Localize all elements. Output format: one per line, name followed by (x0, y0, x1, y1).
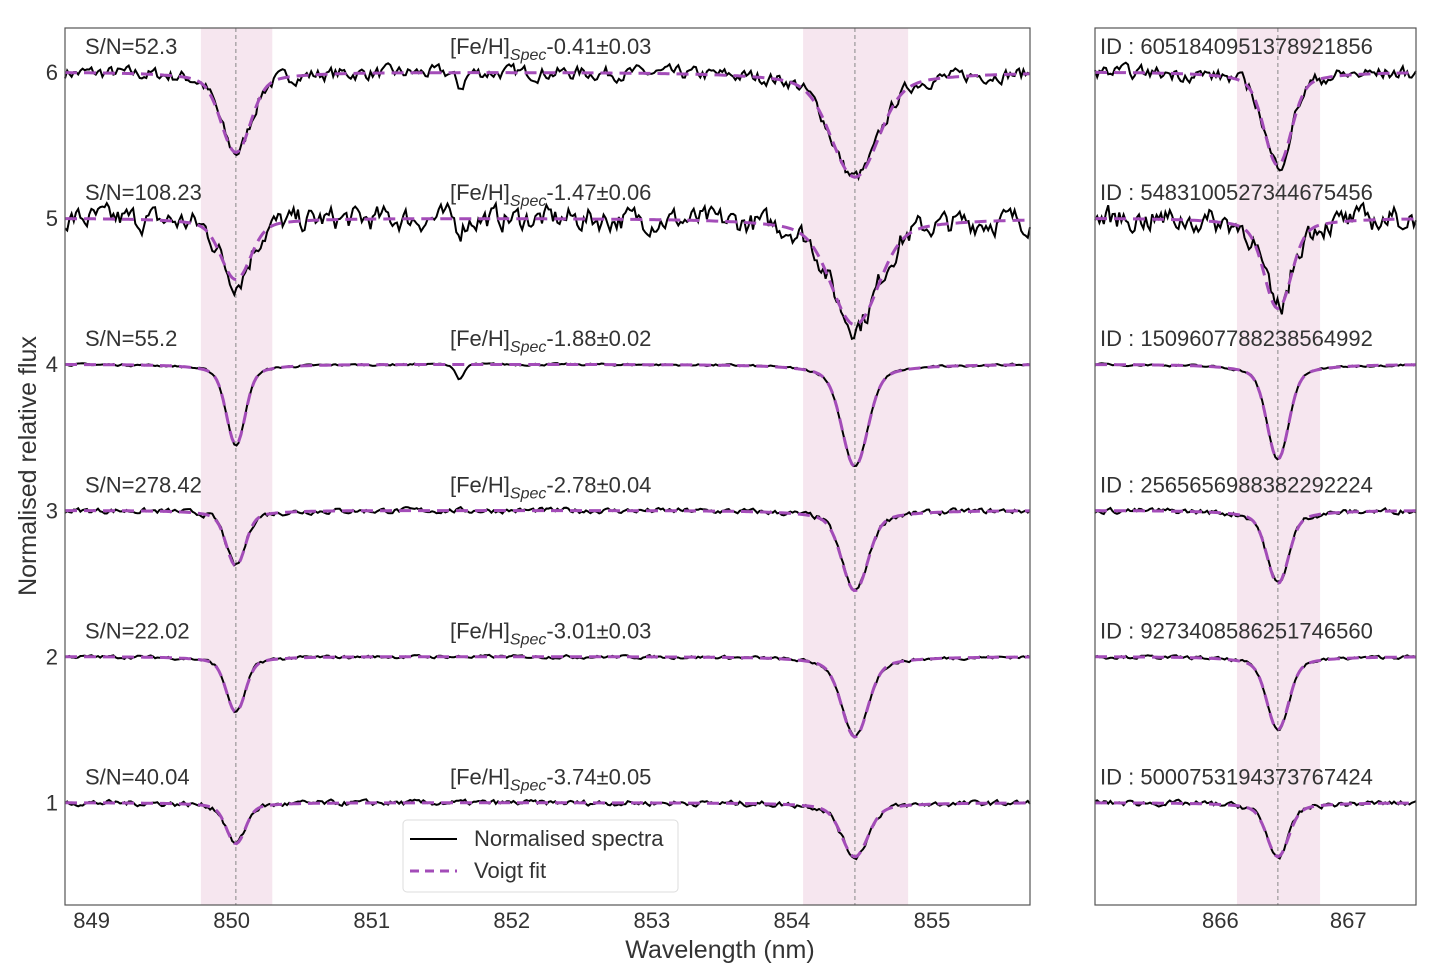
voigt-fit-line (65, 801, 1030, 859)
feh-label: [Fe/H]Spec-3.01±0.03 (450, 619, 651, 649)
left-panel: S/N=52.3 [Fe/H]Spec-0.41±0.03S/N=108.23 [F… (46, 27, 1031, 933)
feh-value: -3.01±0.03 (546, 619, 651, 644)
y-tick-label: 4 (46, 352, 58, 377)
y-tick-label: 2 (46, 645, 58, 670)
snr-label: S/N=55.2 (85, 326, 177, 351)
y-tick-label: 3 (46, 498, 58, 523)
snr-label: S/N=108.23 (85, 180, 202, 205)
feh-subscript: Spec (510, 47, 546, 64)
x-tick-label: 849 (73, 908, 110, 933)
feh-subscript: Spec (510, 632, 546, 649)
feh-prefix: [Fe/H] (450, 326, 510, 351)
feh-value: -1.47±0.06 (546, 180, 651, 205)
x-tick-label: 852 (493, 908, 530, 933)
x-tick-label: 853 (633, 908, 670, 933)
spectrum-line (1094, 362, 1417, 461)
line-region-band (1236, 28, 1321, 905)
snr-label: S/N=52.3 (85, 34, 177, 59)
y-axis-label: Normalised relative flux (14, 336, 42, 596)
snr-label: S/N=40.04 (85, 765, 190, 790)
voigt-fit-line (65, 509, 1031, 593)
right-panel: ID : 6051840951378921856 ID : 54831005273… (1094, 27, 1417, 933)
star-id-label: ID : 2565656988382292224 (1100, 472, 1373, 497)
y-tick-label: 6 (46, 60, 58, 85)
feh-value: -0.41±0.03 (546, 34, 651, 59)
x-tick-label: 855 (914, 908, 951, 933)
line-region-band (200, 28, 273, 905)
legend-box (402, 819, 679, 893)
spectrum-line (1094, 506, 1417, 583)
feh-label: [Fe/H]Spec-3.74±0.05 (450, 765, 651, 795)
voigt-fit-line (1095, 217, 1417, 311)
legend-label-spectra: Normalised spectra (474, 826, 664, 851)
feh-label: [Fe/H]Spec-2.78±0.04 (450, 472, 651, 502)
spectrum-line (1094, 201, 1417, 315)
feh-prefix: [Fe/H] (450, 619, 510, 644)
x-tick-label: 854 (774, 908, 811, 933)
spectrum-line (64, 200, 1031, 341)
feh-value: -1.88±0.02 (546, 326, 651, 351)
x-axis-label: Wavelength (nm) (625, 936, 814, 964)
snr-label: S/N=22.02 (85, 619, 190, 644)
star-id-label: ID : 6051840951378921856 (1100, 34, 1373, 59)
feh-prefix: [Fe/H] (450, 34, 510, 59)
feh-label: [Fe/H]Spec-0.41±0.03 (450, 34, 651, 64)
voigt-fit-line (65, 71, 1031, 179)
axes-frame (1094, 27, 1417, 906)
feh-prefix: [Fe/H] (450, 472, 510, 497)
axes-frame (64, 27, 1031, 906)
feh-label: [Fe/H]Spec-1.88±0.02 (450, 326, 651, 356)
feh-value: -3.74±0.05 (546, 765, 651, 790)
feh-label: [Fe/H]Spec-1.47±0.06 (450, 180, 651, 210)
star-id-label: ID : 9273408586251746560 (1100, 619, 1373, 644)
voigt-fit-line (1095, 801, 1417, 859)
star-id-label: ID : 1509607788238564992 (1100, 326, 1373, 351)
y-tick-label: 5 (46, 206, 58, 231)
feh-subscript: Spec (510, 485, 546, 502)
star-id-label: ID : 5000753194373767424 (1100, 765, 1373, 790)
x-tick-label: 867 (1330, 908, 1367, 933)
x-tick-label: 866 (1202, 908, 1239, 933)
feh-subscript: Spec (510, 339, 546, 356)
feh-subscript: Spec (510, 778, 546, 795)
voigt-fit-line (65, 363, 1030, 468)
voigt-fit-line (65, 655, 1030, 739)
star-id-label: ID : 5483100527344675456 (1100, 180, 1373, 205)
y-tick-label: 1 (46, 791, 58, 816)
feh-prefix: [Fe/H] (450, 765, 510, 790)
x-tick-label: 851 (353, 908, 390, 933)
voigt-fit-line (1095, 509, 1416, 586)
voigt-fit-line (1095, 70, 1416, 168)
x-tick-label: 850 (213, 908, 250, 933)
feh-subscript: Spec (510, 193, 546, 210)
feh-value: -2.78±0.04 (546, 472, 651, 497)
legend-label-fit: Voigt fit (474, 858, 546, 883)
feh-prefix: [Fe/H] (450, 180, 510, 205)
voigt-fit-line (1095, 655, 1416, 732)
snr-label: S/N=278.42 (85, 472, 202, 497)
legend: Normalised spectra Voigt fit (402, 819, 679, 893)
